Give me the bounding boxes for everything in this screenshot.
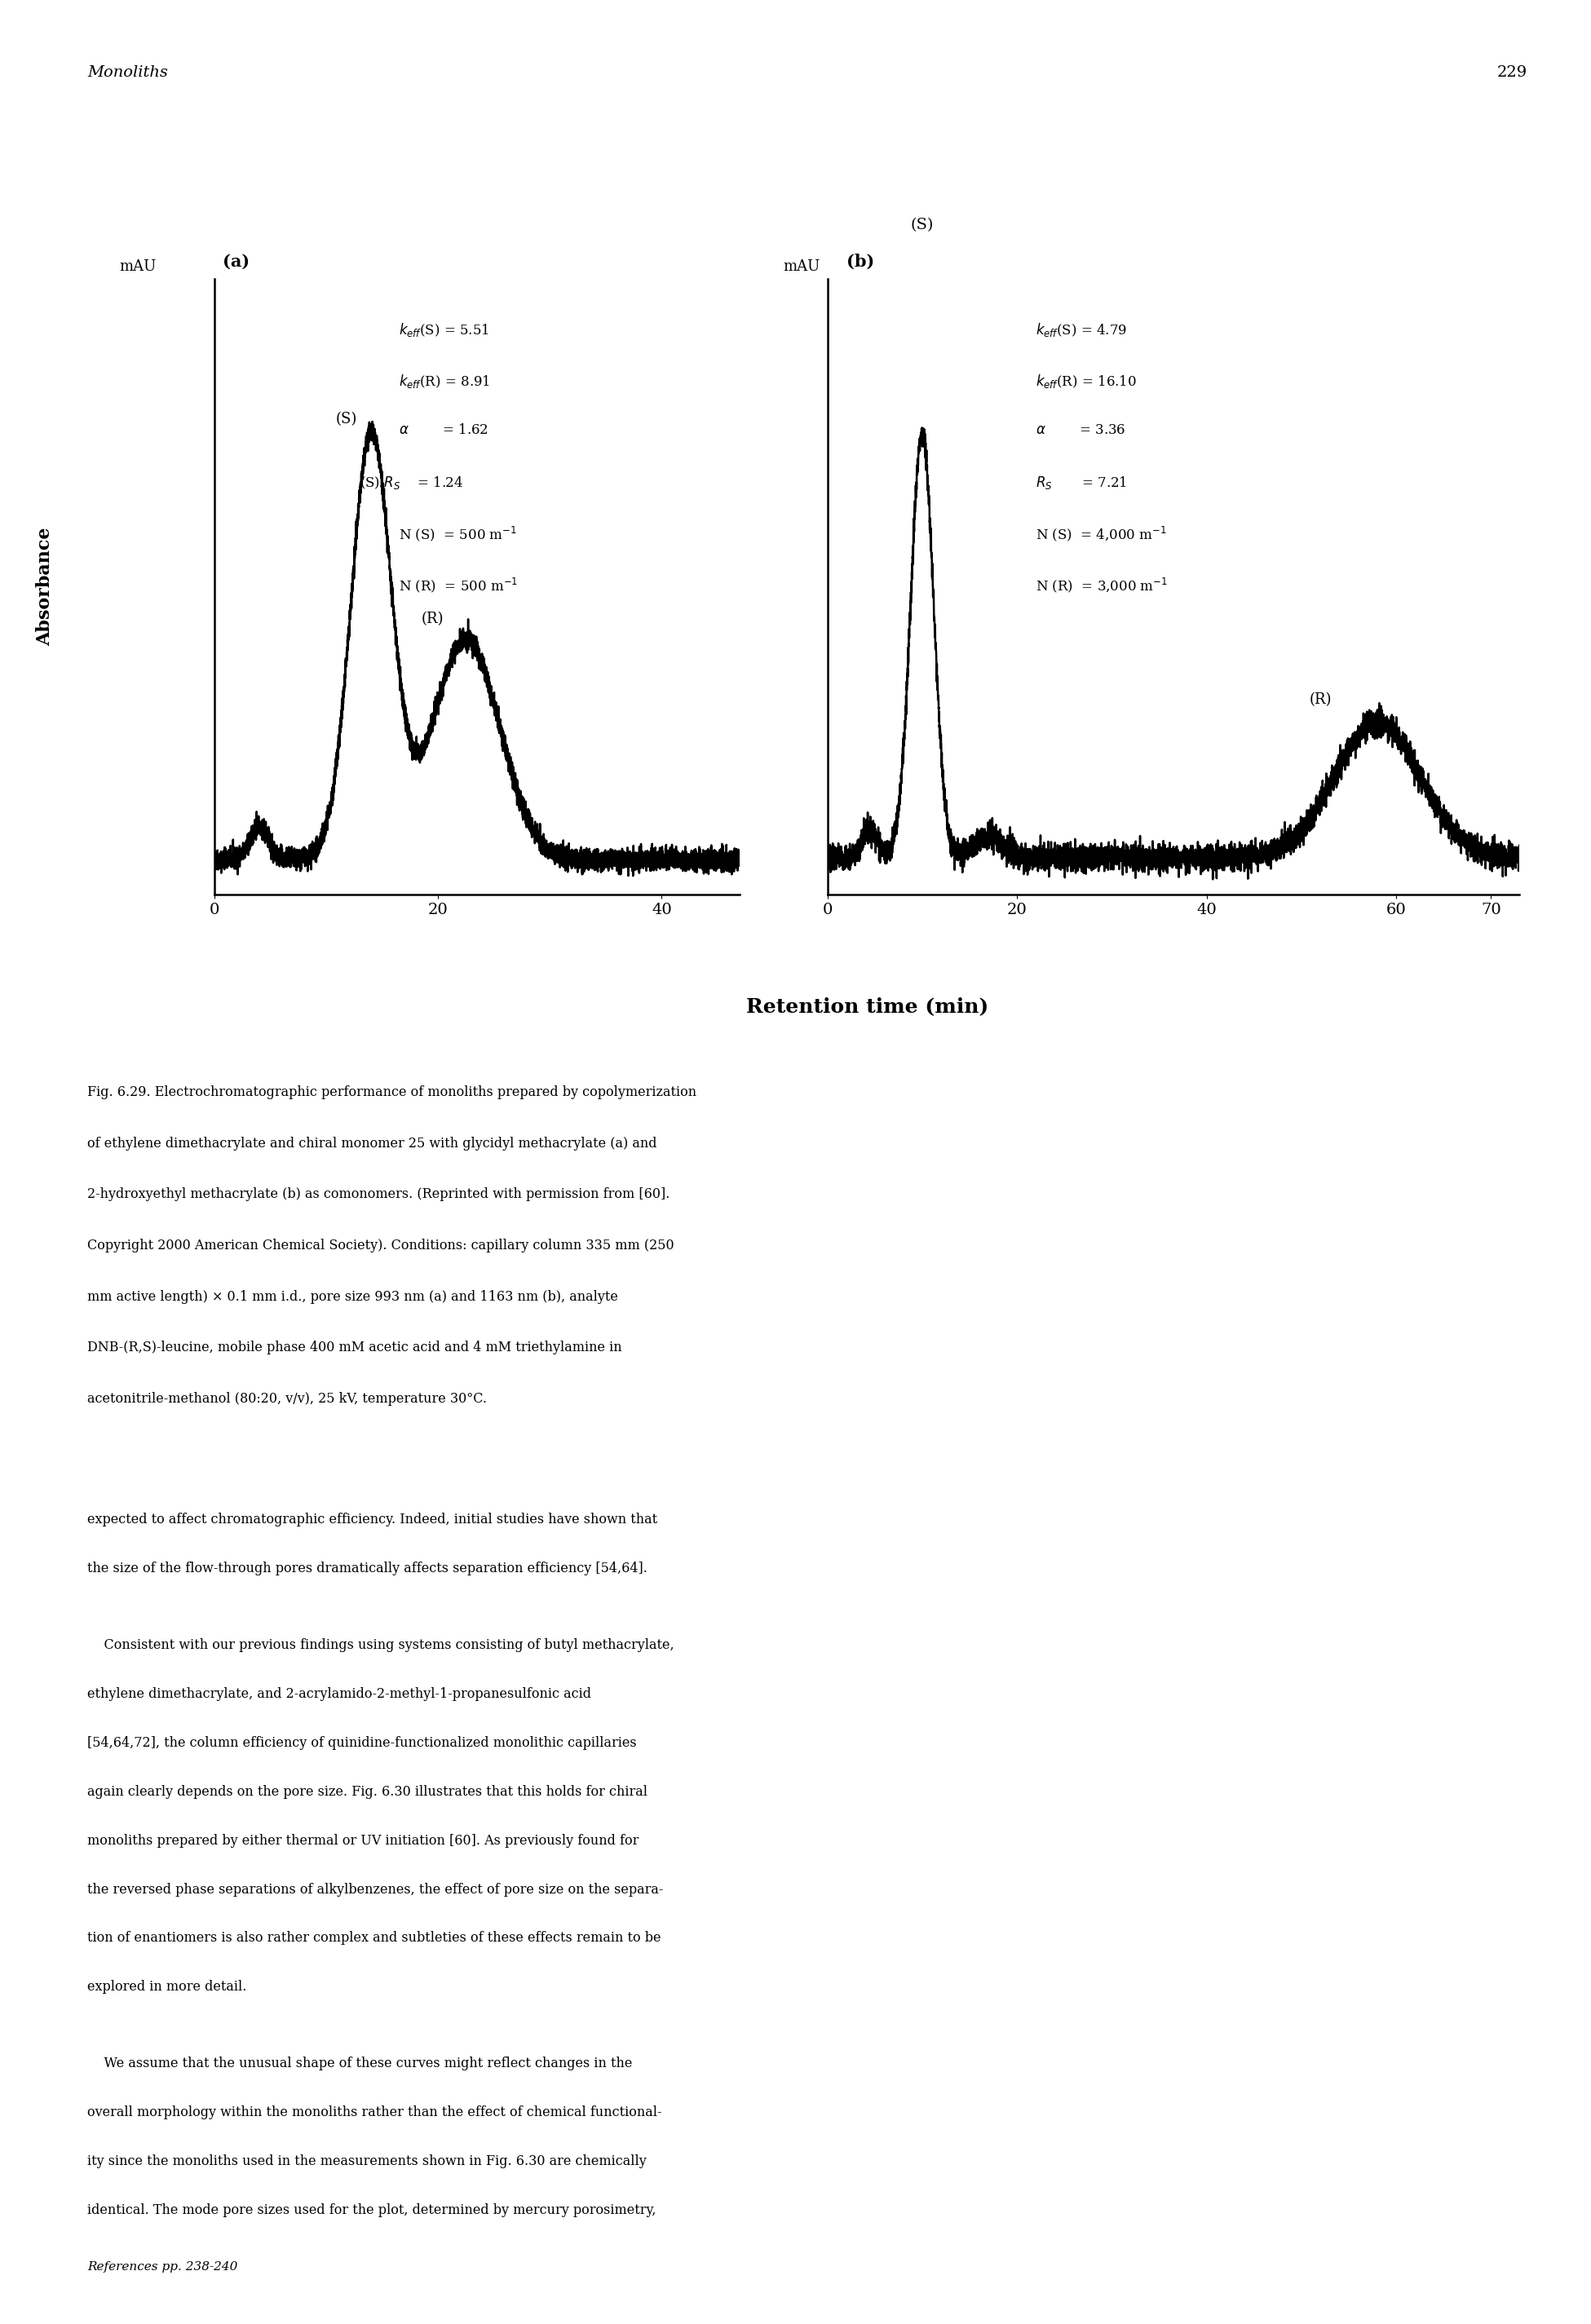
Text: identical. The mode pore sizes used for the plot, determined by mercury porosime: identical. The mode pore sizes used for …	[88, 2203, 657, 2217]
Text: mAU: mAU	[783, 260, 819, 274]
Text: the reversed phase separations of alkylbenzenes, the effect of pore size on the : the reversed phase separations of alkylb…	[88, 1882, 663, 1896]
Text: Copyright 2000 American Chemical Society). Conditions: capillary column 335 mm (: Copyright 2000 American Chemical Society…	[88, 1239, 675, 1253]
Text: ethylene dimethacrylate, and 2-acrylamido-2-methyl-1-propanesulfonic acid: ethylene dimethacrylate, and 2-acrylamid…	[88, 1687, 592, 1701]
Text: Retention time (min): Retention time (min)	[746, 997, 988, 1016]
Text: Monoliths: Monoliths	[88, 65, 169, 79]
Text: (S): (S)	[910, 218, 934, 232]
Text: DNB-(R,S)-leucine, mobile phase 400 mM acetic acid and 4 mM triethylamine in: DNB-(R,S)-leucine, mobile phase 400 mM a…	[88, 1341, 622, 1355]
Text: (a): (a)	[223, 253, 250, 270]
Text: We assume that the unusual shape of these curves might reflect changes in the: We assume that the unusual shape of thes…	[88, 2057, 633, 2071]
Text: mm active length) × 0.1 mm i.d., pore size 993 nm (a) and 1163 nm (b), analyte: mm active length) × 0.1 mm i.d., pore si…	[88, 1290, 619, 1304]
Text: $\alpha$        = 3.36: $\alpha$ = 3.36	[1036, 423, 1126, 437]
Text: [54,64,72], the column efficiency of quinidine-functionalized monolithic capilla: [54,64,72], the column efficiency of qui…	[88, 1736, 636, 1750]
Text: References pp. 238-240: References pp. 238-240	[88, 2261, 239, 2273]
Text: ity since the monoliths used in the measurements shown in Fig. 6.30 are chemical: ity since the monoliths used in the meas…	[88, 2154, 646, 2168]
Text: (b): (b)	[846, 253, 875, 270]
Text: 229: 229	[1497, 65, 1527, 79]
Text: (S): (S)	[336, 411, 358, 428]
Text: Fig. 6.29. Electrochromatographic performance of monoliths prepared by copolymer: Fig. 6.29. Electrochromatographic perfor…	[88, 1085, 697, 1099]
Text: $k_{eff}$(S) = 4.79: $k_{eff}$(S) = 4.79	[1036, 321, 1128, 339]
Text: again clearly depends on the pore size. Fig. 6.30 illustrates that this holds fo: again clearly depends on the pore size. …	[88, 1785, 648, 1799]
Text: monoliths prepared by either thermal or UV initiation [60]. As previously found : monoliths prepared by either thermal or …	[88, 1834, 640, 1848]
Text: overall morphology within the monoliths rather than the effect of chemical funct: overall morphology within the monoliths …	[88, 2106, 662, 2119]
Text: tion of enantiomers is also rather complex and subtleties of these effects remai: tion of enantiomers is also rather compl…	[88, 1931, 662, 1945]
Text: N (R)  = 3,000 m$^{-1}$: N (R) = 3,000 m$^{-1}$	[1036, 576, 1168, 595]
Text: 2-hydroxyethyl methacrylate (b) as comonomers. (Reprinted with permission from [: 2-hydroxyethyl methacrylate (b) as comon…	[88, 1188, 670, 1202]
Text: N (S)  = 500 m$^{-1}$: N (S) = 500 m$^{-1}$	[399, 525, 517, 544]
Text: explored in more detail.: explored in more detail.	[88, 1980, 247, 1994]
Text: (S) $R_S$    = 1.24: (S) $R_S$ = 1.24	[360, 474, 463, 490]
Text: N (R)  = 500 m$^{-1}$: N (R) = 500 m$^{-1}$	[399, 576, 519, 595]
Text: the size of the flow-through pores dramatically affects separation efficiency [5: the size of the flow-through pores drama…	[88, 1562, 648, 1576]
Text: $k_{eff}$(S) = 5.51: $k_{eff}$(S) = 5.51	[399, 321, 490, 339]
Text: N (S)  = 4,000 m$^{-1}$: N (S) = 4,000 m$^{-1}$	[1036, 525, 1168, 544]
Text: $k_{eff}$(R) = 8.91: $k_{eff}$(R) = 8.91	[399, 372, 490, 390]
Text: mAU: mAU	[119, 260, 156, 274]
Text: expected to affect chromatographic efficiency. Indeed, initial studies have show: expected to affect chromatographic effic…	[88, 1513, 657, 1527]
Text: $R_S$       = 7.21: $R_S$ = 7.21	[1036, 474, 1126, 490]
Text: $\alpha$        = 1.62: $\alpha$ = 1.62	[399, 423, 488, 437]
Text: $k_{eff}$(R) = 16.10: $k_{eff}$(R) = 16.10	[1036, 372, 1138, 390]
Text: acetonitrile-methanol (80:20, v/v), 25 kV, temperature 30°C.: acetonitrile-methanol (80:20, v/v), 25 k…	[88, 1392, 487, 1406]
Text: Consistent with our previous findings using systems consisting of butyl methacry: Consistent with our previous findings us…	[88, 1638, 675, 1652]
Text: (R): (R)	[422, 611, 444, 625]
Text: of ethylene dimethacrylate and chiral monomer 25 with glycidyl methacrylate (a) : of ethylene dimethacrylate and chiral mo…	[88, 1136, 657, 1150]
Text: (R): (R)	[1309, 693, 1332, 706]
Text: Absorbance: Absorbance	[35, 528, 54, 646]
